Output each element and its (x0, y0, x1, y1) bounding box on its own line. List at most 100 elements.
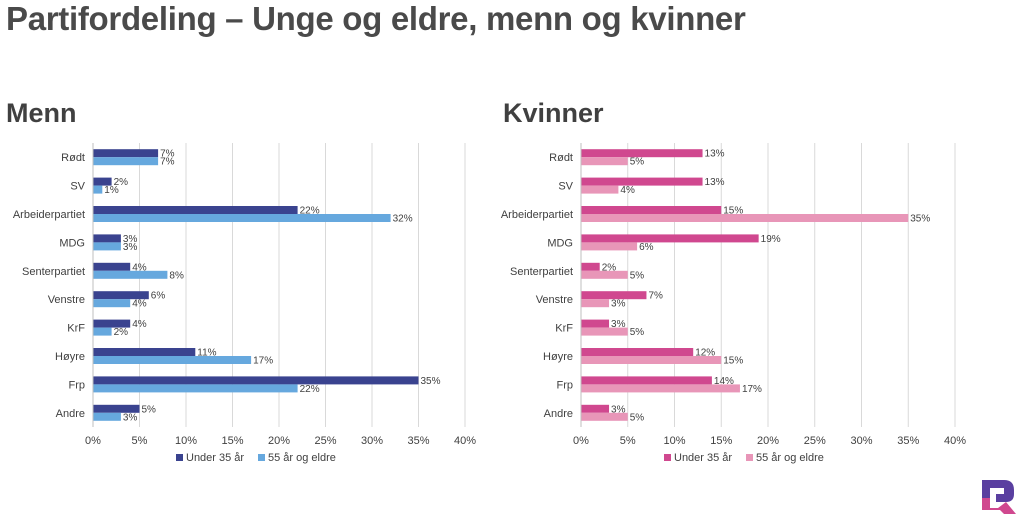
data-label: 2% (114, 327, 129, 338)
data-label: 32% (393, 214, 413, 225)
category-label: Frp (69, 379, 86, 391)
category-label: KrF (555, 323, 573, 335)
data-label: 3% (611, 404, 626, 415)
data-label: 15% (723, 356, 743, 367)
data-label: 13% (705, 177, 725, 188)
data-label: 2% (602, 262, 617, 273)
data-label: 12% (695, 348, 715, 359)
x-tick-label: 20% (757, 435, 779, 447)
bar-55plus (581, 356, 722, 364)
x-tick-label: 0% (573, 435, 589, 447)
data-label: 5% (142, 404, 157, 415)
category-label: Rødt (549, 152, 573, 164)
data-label: 14% (714, 376, 734, 387)
bar-under35 (581, 177, 703, 186)
bar-under35 (581, 348, 694, 356)
legend-label: Under 35 år (186, 452, 244, 464)
category-label: SV (70, 181, 85, 193)
bar-55plus (93, 299, 131, 308)
x-tick-label: 30% (850, 435, 872, 447)
data-label: 3% (123, 412, 138, 423)
bar-under35 (93, 262, 131, 271)
category-label: Andre (56, 408, 85, 420)
legend-swatch (258, 454, 265, 461)
data-label: 7% (160, 149, 175, 160)
category-label: Arbeiderpartiet (13, 209, 85, 221)
bar-under35 (581, 376, 712, 385)
category-label: KrF (67, 323, 85, 335)
x-tick-label: 5% (132, 435, 148, 447)
data-label: 5% (630, 412, 645, 423)
x-tick-label: 25% (314, 435, 336, 447)
data-label: 22% (300, 384, 320, 395)
category-label: Arbeiderpartiet (501, 209, 573, 221)
category-label: Andre (544, 408, 573, 420)
legend-label: Under 35 år (674, 452, 732, 464)
x-tick-label: 10% (175, 435, 197, 447)
data-label: 8% (169, 270, 184, 281)
bar-under35 (581, 291, 647, 300)
bar-under35 (581, 206, 722, 214)
data-label: 5% (630, 157, 645, 168)
data-label: 11% (197, 348, 216, 359)
x-tick-label: 15% (221, 435, 243, 447)
data-label: 6% (151, 291, 166, 302)
bar-55plus (581, 157, 628, 166)
data-label: 2% (114, 177, 129, 188)
legend-swatch (664, 454, 671, 461)
data-label: 7% (648, 291, 663, 302)
x-tick-label: 40% (944, 435, 966, 447)
data-label: 3% (611, 319, 626, 330)
x-tick-label: 35% (897, 435, 919, 447)
category-label: MDG (59, 237, 85, 249)
bar-under35 (93, 404, 140, 413)
data-label: 6% (639, 242, 654, 253)
data-label: 7% (160, 157, 175, 168)
bar-55plus (581, 270, 628, 279)
data-label: 35% (910, 214, 930, 225)
chart-women: 0% 5% 10% 15% 20% 25% 30% 35% 40% Rødt 13% 5% SV 13% 4… (501, 143, 966, 464)
x-tick-label: 20% (268, 435, 290, 447)
bar-under35 (93, 291, 149, 300)
data-label: 1% (104, 185, 119, 196)
chart-men: 0% 5% 10% 15% 20% 25% 30% 35% 40%Rødt 7%7%SV 2%1%A… (13, 143, 476, 464)
bar-under35 (93, 177, 112, 186)
data-label: 5% (630, 327, 645, 338)
bar-55plus (581, 327, 628, 336)
data-label: 4% (620, 185, 635, 196)
x-tick-label: 40% (454, 435, 476, 447)
bar-55plus (581, 412, 628, 421)
chart-title-men: Menn (6, 98, 77, 128)
category-label: Frp (557, 379, 574, 391)
bar-under35 (581, 262, 600, 271)
x-tick-label: 10% (663, 435, 685, 447)
bar-55plus (93, 384, 298, 393)
x-tick-label: 30% (361, 435, 383, 447)
bar-under35 (93, 206, 298, 214)
category-label: SV (558, 181, 573, 193)
bar-under35 (93, 376, 419, 385)
category-label: Senterpartiet (510, 266, 573, 278)
bar-55plus (581, 384, 740, 393)
category-label: Rødt (61, 152, 85, 164)
bar-under35 (93, 234, 121, 243)
x-tick-label: 35% (407, 435, 429, 447)
legend-label: 55 år og eldre (268, 452, 336, 464)
bar-under35 (581, 319, 610, 328)
bar-under35 (581, 234, 759, 243)
data-label: 3% (123, 242, 138, 253)
category-label: Venstre (48, 294, 85, 306)
data-label: 19% (761, 234, 781, 245)
bar-55plus (93, 327, 112, 336)
bar-55plus (581, 214, 909, 222)
x-tick-label: 15% (710, 435, 732, 447)
category-label: Høyre (55, 351, 85, 363)
data-label: 3% (123, 234, 138, 245)
data-label: 4% (132, 299, 147, 310)
x-tick-label: 25% (804, 435, 826, 447)
bar-55plus (581, 242, 638, 251)
bar-55plus (581, 299, 610, 308)
data-label: 13% (705, 149, 725, 160)
category-label: MDG (547, 237, 573, 249)
